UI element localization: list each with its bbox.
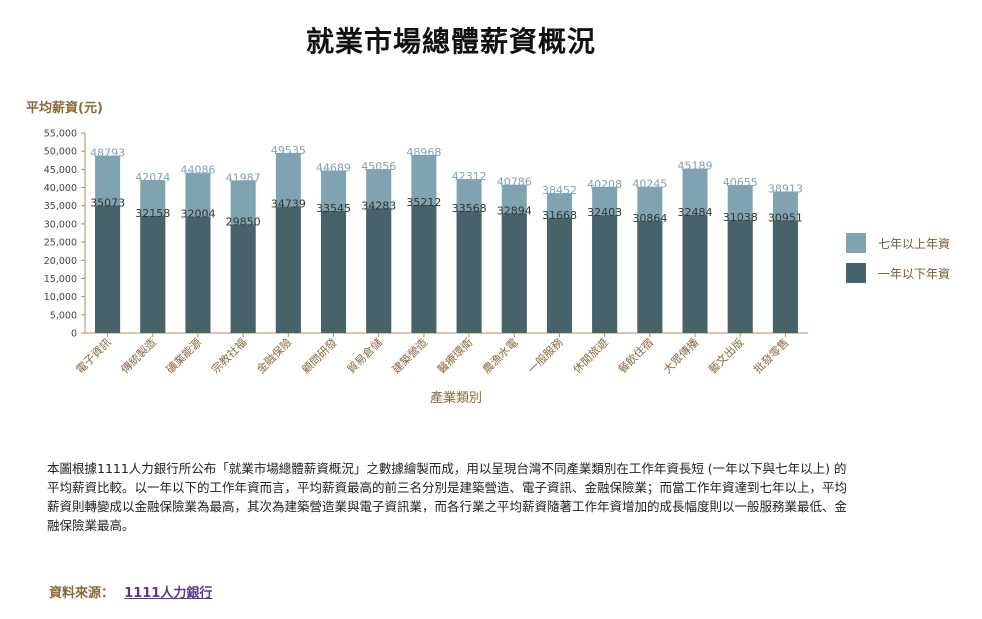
value-label-one-year: 35073 <box>90 196 125 209</box>
x-tick-label: 大眾傳播 <box>660 335 701 376</box>
y-tick-label: 55,000 <box>44 129 77 140</box>
value-label-seven-year: 40245 <box>632 178 667 191</box>
bar-one-year <box>456 210 482 333</box>
bar-one-year <box>411 204 437 333</box>
value-label-seven-year: 45056 <box>361 160 396 173</box>
legend-label-seven-year: 七年以上年資 <box>878 236 951 251</box>
legend-item-one-year[interactable]: 一年以下年資 <box>846 263 950 283</box>
value-label-seven-year: 42312 <box>452 170 487 183</box>
bar-one-year <box>501 213 527 333</box>
x-tick-label: 宗教社福 <box>208 335 249 376</box>
y-axis-label: 平均薪資(元) <box>26 100 103 116</box>
bar-one-year <box>140 216 166 333</box>
y-tick-label: 30,000 <box>44 219 77 230</box>
value-label-one-year: 32004 <box>180 208 215 221</box>
x-tick-label: 休閒旅遊 <box>570 335 611 376</box>
bar-one-year <box>546 217 572 333</box>
value-label-one-year: 33545 <box>316 202 351 215</box>
bar-one-year <box>275 206 301 333</box>
bar-one-year <box>185 216 211 333</box>
legend-item-seven-year[interactable]: 七年以上年資 <box>846 233 950 253</box>
value-label-one-year: 32403 <box>587 206 622 219</box>
y-tick-label: 15,000 <box>44 274 77 285</box>
value-label-one-year: 34739 <box>271 198 306 211</box>
value-label-seven-year: 42074 <box>135 171 170 184</box>
bar-one-year <box>682 214 708 333</box>
legend-label-one-year: 一年以下年資 <box>878 266 951 281</box>
y-tick-label: 50,000 <box>44 147 77 158</box>
value-label-seven-year: 38913 <box>768 182 803 195</box>
value-label-one-year: 32158 <box>135 207 170 220</box>
value-label-one-year: 31038 <box>723 211 758 224</box>
source-link[interactable]: 1111人力銀行 <box>124 586 213 601</box>
value-label-seven-year: 48793 <box>90 147 125 160</box>
x-tick-label: 醫療環衛 <box>434 335 475 376</box>
value-label-seven-year: 45189 <box>678 160 713 173</box>
y-tick-label: 35,000 <box>44 201 77 212</box>
x-tick-label: 建築營造 <box>389 335 430 376</box>
x-tick-label: 一般服務 <box>525 335 566 376</box>
chart-description: 本圖根據1111人力銀行所公布「就業市場總體薪資概況」之數據繪製而成，用以呈現台… <box>47 461 848 533</box>
x-tick-label: 批發零售 <box>751 335 792 376</box>
source-line: 資料來源： 1111人力銀行 <box>49 582 212 601</box>
bar-one-year <box>592 215 618 333</box>
value-label-one-year: 32484 <box>678 206 713 219</box>
bar-one-year <box>637 220 663 333</box>
value-label-seven-year: 41987 <box>226 171 261 184</box>
value-label-one-year: 31668 <box>542 209 577 222</box>
value-label-one-year: 33568 <box>452 202 487 215</box>
value-label-seven-year: 48968 <box>406 146 441 159</box>
value-label-one-year: 35212 <box>406 196 441 209</box>
y-tick-label: 10,000 <box>44 292 77 303</box>
x-tick-label: 金融保險 <box>253 335 294 376</box>
plot-area: 0 5,000 10,000 15,000 20,000 25,000 30,000 35,0… <box>44 129 808 376</box>
x-axis-label: 產業類別 <box>430 390 482 406</box>
bar-one-year <box>321 211 347 333</box>
x-tick-label: 餐飲住宿 <box>615 335 656 376</box>
y-tick-label: 25,000 <box>44 238 77 249</box>
x-tick-label: 貿易倉儲 <box>344 335 385 376</box>
value-label-seven-year: 40655 <box>723 176 758 189</box>
legend-swatch-one-year <box>846 263 866 283</box>
y-tick-label: 40,000 <box>44 183 77 194</box>
bar-one-year <box>727 220 753 333</box>
x-tick-label: 藝文出版 <box>705 335 746 376</box>
bar-one-year <box>230 224 256 333</box>
value-label-one-year: 32894 <box>497 204 532 217</box>
x-tick-label: 顧問研發 <box>299 335 340 376</box>
value-label-seven-year: 38452 <box>542 184 577 197</box>
value-label-seven-year: 49535 <box>271 144 306 157</box>
value-label-one-year: 30864 <box>632 212 667 225</box>
y-tick-label: 0 <box>71 329 77 340</box>
bar-one-year <box>95 205 121 333</box>
page-title: 就業市場總體薪資概況 <box>305 25 596 58</box>
source-label: 資料來源： <box>49 586 115 601</box>
bar-one-year <box>772 220 798 333</box>
bar-one-year <box>366 208 392 333</box>
value-label-one-year: 29850 <box>226 215 261 228</box>
x-tick-label: 電子資訊 <box>73 335 114 376</box>
x-tick-label: 礦業能源 <box>163 335 204 376</box>
x-tick-label: 傳統製造 <box>118 335 159 376</box>
y-tick-label: 5,000 <box>50 310 77 321</box>
value-label-one-year: 30951 <box>768 211 803 224</box>
value-label-seven-year: 40208 <box>587 178 622 191</box>
value-label-seven-year: 44689 <box>316 161 351 174</box>
x-tick-label: 農漁水電 <box>479 335 520 376</box>
y-tick-label: 45,000 <box>44 165 77 176</box>
y-tick-label: 20,000 <box>44 256 77 267</box>
legend-swatch-seven-year <box>846 233 866 253</box>
value-label-seven-year: 40786 <box>497 176 532 189</box>
value-label-one-year: 34283 <box>361 199 396 212</box>
bar-chart: 平均薪資(元) 產業類別 0 5,000 10,000 15,000 20,000 25,… <box>26 100 808 406</box>
value-label-seven-year: 44086 <box>180 164 215 177</box>
